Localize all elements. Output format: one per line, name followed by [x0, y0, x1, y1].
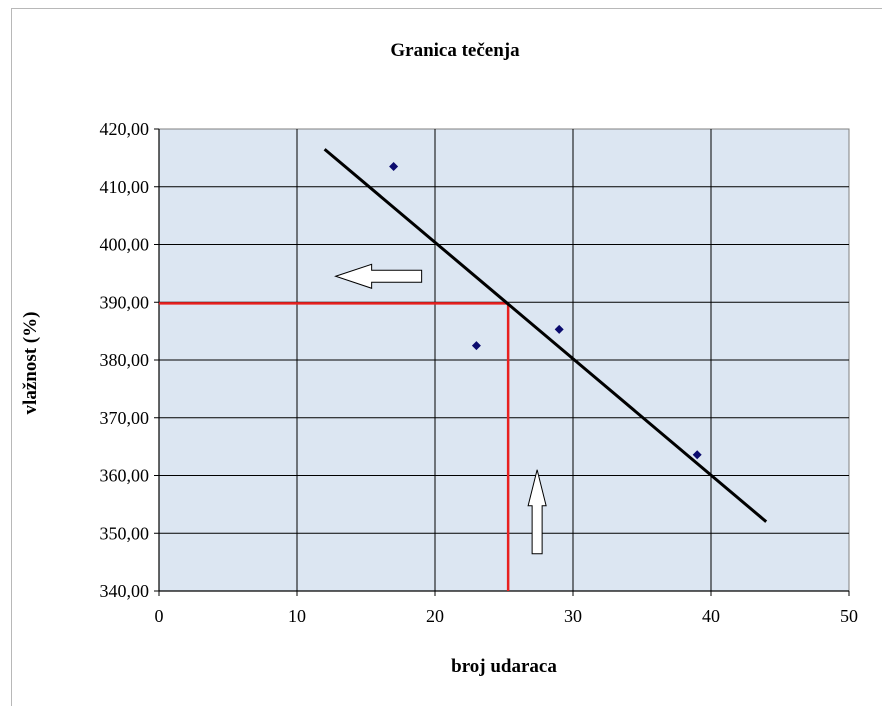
data-point — [692, 450, 702, 460]
x-axis-title: broj udaraca — [451, 656, 557, 677]
annotation-arrows — [334, 263, 547, 555]
y-tick-label: 360,00 — [100, 466, 150, 486]
y-axis-title: vlažnost (%) — [20, 312, 41, 415]
data-point — [554, 324, 564, 334]
y-tick-label: 390,00 — [100, 292, 150, 312]
x-tick-label: 30 — [564, 606, 582, 626]
y-tick-label: 400,00 — [100, 235, 150, 255]
x-tick-label: 50 — [840, 606, 858, 626]
y-tick-label: 350,00 — [100, 523, 150, 543]
chart-title: Granica tečenja — [390, 40, 520, 61]
chart-frame — [11, 8, 882, 706]
x-tick-label: 0 — [155, 606, 164, 626]
x-tick-label: 40 — [702, 606, 720, 626]
data-points — [389, 162, 702, 460]
tick-labels: 0 10 20 30 40 50 340,00 350,00 360,00 370,00 380,0… — [100, 119, 859, 626]
y-tick-label: 420,00 — [100, 119, 150, 139]
y-tick-label: 410,00 — [100, 177, 150, 197]
y-tick-label: 340,00 — [100, 581, 150, 601]
reference-lines — [159, 302, 510, 591]
trendline — [323, 148, 768, 523]
y-tick-label: 370,00 — [100, 408, 150, 428]
y-tick-label: 380,00 — [100, 350, 150, 370]
up-arrow-icon — [527, 469, 547, 555]
x-tick-label: 20 — [426, 606, 444, 626]
data-point — [471, 341, 481, 351]
left-arrow-icon — [334, 263, 423, 289]
data-point — [389, 162, 399, 172]
x-tick-label: 10 — [288, 606, 306, 626]
